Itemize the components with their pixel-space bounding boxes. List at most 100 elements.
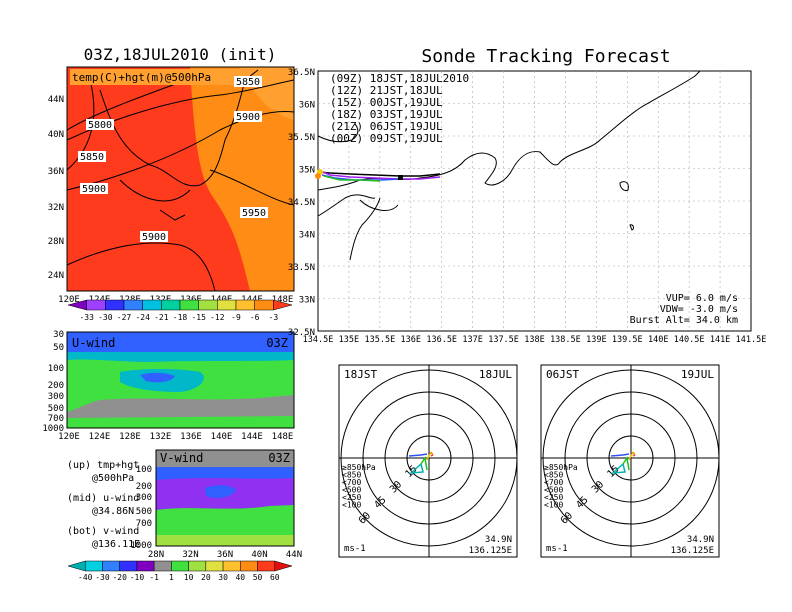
u-wind-surface-green xyxy=(67,416,294,428)
u-lon-tick: 136E xyxy=(180,432,202,442)
tracking-legend: (09Z) 18JST,18JUL2010(12Z) 21JST,18JUL(1… xyxy=(330,72,469,145)
wind-colorbar-swatch xyxy=(84,560,103,572)
v-pressure-tick: 700 xyxy=(136,519,152,529)
hodograph-level-label: <700 xyxy=(342,478,361,487)
tracking-lon-tick: 138E xyxy=(524,335,544,345)
wind-colorbar-label: 60 xyxy=(270,573,280,582)
tracking-legend-entry: (21Z) 06JST,19JUL xyxy=(330,120,443,133)
temp-colorbar-swatch xyxy=(217,299,237,311)
map-title: 03Z,18JUL2010 (init) xyxy=(84,45,277,64)
temp-colorbar-label: -15 xyxy=(191,313,206,322)
temp-colorbar-label: -12 xyxy=(210,313,225,322)
map-lat-tick: 28N xyxy=(48,237,64,247)
hodograph-level-label: <850 xyxy=(544,471,563,480)
note-line: (bot) v-wind xyxy=(67,526,139,537)
v-wind-blue-band xyxy=(156,467,294,480)
hodograph-trace xyxy=(408,453,428,457)
temp-colorbar-swatch xyxy=(161,299,181,311)
contour-label: 5900 xyxy=(82,184,106,195)
tracking-lon-tick: 134.5E xyxy=(303,335,334,345)
wind-colorbar-label: 20 xyxy=(201,573,211,582)
v-pressure-tick: 200 xyxy=(136,482,152,492)
u-pressure-tick: 700 xyxy=(48,414,64,424)
contour-label-bg xyxy=(80,183,108,194)
tracking-lon-tick: 135E xyxy=(339,335,359,345)
hodograph-level-label: <100 xyxy=(544,501,563,510)
temp-colorbar-label: -3 xyxy=(269,313,279,322)
hodograph-date: 18JUL xyxy=(479,368,512,381)
hodograph-lat: 34.9N xyxy=(485,535,512,545)
map-lon-tick: 120E xyxy=(58,295,80,305)
hodograph-trace xyxy=(610,453,630,457)
map-lat-tick: 24N xyxy=(48,271,64,281)
v-wind-blue-patch xyxy=(205,485,236,498)
coastlines xyxy=(66,69,259,221)
u-wind-cyan-band xyxy=(67,352,294,362)
contour-label: 5900 xyxy=(142,232,166,243)
hodograph-level-label: <700 xyxy=(544,478,563,487)
hodograph-level-label: <250 xyxy=(342,493,361,502)
hodograph-time: 18JST xyxy=(344,368,377,381)
wind-colorbar-label: -20 xyxy=(112,573,127,582)
tracking-lon-tick: 138.5E xyxy=(550,335,581,345)
u-pressure-tick: 500 xyxy=(48,404,64,414)
trajectories xyxy=(315,169,441,182)
temp-colorbar-label: -33 xyxy=(79,313,94,322)
wind-colorbar-swatch xyxy=(67,560,86,572)
v-lat-tick: 36N xyxy=(217,550,233,560)
note-line: (mid) u-wind xyxy=(67,493,139,504)
tracking-legend-entry: (09Z) 18JST,18JUL2010 xyxy=(330,72,469,85)
map-lon-tick: 148E xyxy=(272,295,294,305)
hodograph-level-label: <100 xyxy=(342,501,361,510)
hodograph-frame xyxy=(540,364,720,558)
v-wind-green-region xyxy=(156,505,294,535)
tracking-lon-tick: 137.5E xyxy=(488,335,519,345)
contour-label: 5950 xyxy=(242,208,266,219)
tracking-lat-tick: 35N xyxy=(299,166,315,176)
wind-colorbar-swatch xyxy=(222,560,241,572)
hodograph-trace xyxy=(430,454,434,457)
temp-colorbar-label: -24 xyxy=(135,313,150,322)
hodograph-unit: ms-1 xyxy=(344,544,366,554)
temp-colorbar-swatch xyxy=(105,299,125,311)
note-line: @136.11E xyxy=(92,539,140,550)
wind-colorbar-label: -10 xyxy=(130,573,145,582)
v-lat-tick: 32N xyxy=(182,550,198,560)
v-lat-tick: 28N xyxy=(148,550,164,560)
temp-colorbar-swatch xyxy=(235,299,255,311)
tracking-lat-tick: 32.5N xyxy=(288,328,315,338)
u-pressure-tick: 200 xyxy=(48,381,64,391)
u-wind-label: U-wind xyxy=(72,336,115,350)
hodograph-trace xyxy=(628,451,634,461)
panel-notes: (up) tmp+hgt @500hPa (mid) u-wind @34.86N (b… xyxy=(67,460,140,550)
contour-5950 xyxy=(209,169,295,206)
tracking-coastline xyxy=(317,70,701,261)
hodograph-level-label: ≥850hPa xyxy=(342,463,376,472)
var-label-bg xyxy=(70,69,250,85)
temp-colorbar-label: -6 xyxy=(250,313,260,322)
temp-colorbar-swatch xyxy=(86,299,106,311)
temperature-map: temp(C)+hgt(m)@500hPa 5850 5800 5900 5850 59… xyxy=(66,66,295,292)
u-pressure-tick: 1000 xyxy=(42,424,64,434)
tracking-param: Burst Alt= 34.0 km xyxy=(630,315,738,326)
temp-colorbar-swatch xyxy=(179,299,199,311)
note-line: @34.86N xyxy=(92,506,134,517)
v-pressure-tick: 1000 xyxy=(130,541,152,551)
temp-colorbar-label: -27 xyxy=(117,313,132,322)
v-wind-panel: V-wind 03Z xyxy=(155,449,295,547)
coastline-north xyxy=(317,123,359,143)
tracking-lon-tick: 139.5E xyxy=(612,335,643,345)
hodograph-trace xyxy=(426,451,432,461)
hodograph-level-label: <500 xyxy=(544,486,563,495)
track-00z-end xyxy=(315,173,321,179)
temp-colorbar-swatch xyxy=(198,299,218,311)
hodograph-lon: 136.125E xyxy=(671,546,714,556)
contour-label: 5850 xyxy=(80,152,104,163)
wind-colorbar-swatch xyxy=(240,560,258,572)
v-wind-lat-ticks: 28N 32N 36N 40N 44N xyxy=(148,550,302,560)
v-lat-tick: 44N xyxy=(286,550,302,560)
contour-label: 5850 xyxy=(236,77,260,88)
